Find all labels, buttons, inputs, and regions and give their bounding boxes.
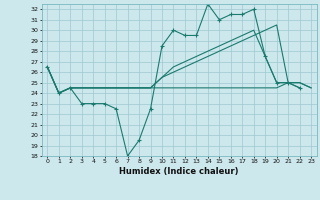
X-axis label: Humidex (Indice chaleur): Humidex (Indice chaleur) [119,167,239,176]
